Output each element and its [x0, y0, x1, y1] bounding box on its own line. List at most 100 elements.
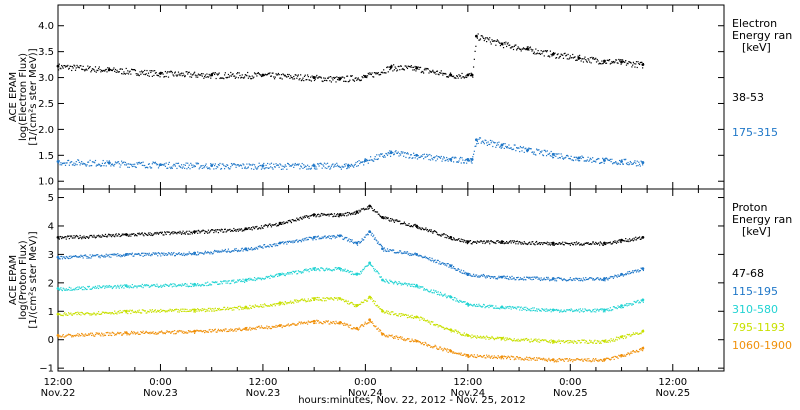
scatter-dot: [516, 306, 518, 308]
scatter-dot: [245, 249, 247, 252]
scatter-dot: [347, 239, 349, 241]
scatter-dot: [59, 288, 61, 290]
scatter-dot: [431, 231, 433, 233]
scatter-dot: [97, 67, 100, 70]
scatter-dot: [333, 77, 336, 79]
scatter-dot: [568, 339, 570, 342]
scatter-dot: [341, 213, 343, 215]
scatter-dot: [87, 237, 90, 239]
scatter-dot: [242, 229, 244, 231]
scatter-dot: [638, 270, 641, 272]
scatter-dot: [197, 73, 200, 75]
scatter-dot: [619, 274, 621, 276]
scatter-dot: [456, 161, 458, 163]
scatter-dot: [107, 67, 109, 69]
scatter-dot: [460, 334, 462, 336]
scatter-dot: [326, 297, 329, 299]
scatter-dot: [383, 250, 385, 252]
scatter-dot: [589, 61, 591, 63]
scatter-dot: [628, 163, 631, 165]
scatter-dot: [374, 237, 376, 239]
scatter-dot: [260, 164, 262, 167]
scatter-dot: [413, 224, 415, 226]
scatter-dot: [346, 167, 348, 170]
scatter-dot: [381, 71, 383, 73]
scatter-dot: [535, 276, 538, 278]
scatter-dot: [267, 226, 269, 228]
scatter-dot: [233, 248, 236, 250]
scatter-dot: [470, 337, 472, 339]
scatter-dot: [514, 279, 516, 281]
scatter-dot: [61, 66, 64, 68]
scatter-dot: [329, 213, 331, 215]
scatter-dot: [371, 72, 373, 74]
scatter-dot: [605, 157, 608, 159]
scatter-dot: [417, 155, 419, 157]
scatter-dot: [348, 167, 350, 169]
scatter-dot: [522, 48, 524, 50]
scatter-dot: [536, 243, 538, 245]
scatter-dot: [58, 312, 60, 315]
scatter-dot: [149, 232, 151, 234]
scatter-dot: [445, 328, 447, 330]
scatter-dot: [395, 67, 397, 70]
scatter-dot: [409, 225, 412, 228]
scatter-dot: [128, 334, 130, 336]
scatter-dot: [193, 285, 195, 288]
scatter-dot: [443, 328, 445, 330]
scatter-dot: [444, 160, 446, 162]
scatter-dot: [430, 260, 432, 262]
scatter-dot: [127, 233, 129, 236]
scatter-dot: [243, 76, 246, 78]
scatter-dot: [425, 289, 427, 291]
scatter-dot: [628, 164, 630, 166]
scatter-dot: [202, 252, 204, 255]
scatter-dot: [300, 298, 303, 301]
scatter-dot: [396, 251, 399, 253]
scatter-dot: [510, 278, 512, 280]
scatter-dot: [549, 155, 552, 157]
scatter-dot: [622, 163, 624, 165]
scatter-dot: [488, 275, 490, 277]
scatter-dot: [417, 226, 419, 228]
scatter-dot: [431, 292, 433, 294]
scatter-dot: [586, 61, 588, 63]
scatter-dot: [427, 230, 429, 233]
scatter-dot: [595, 159, 598, 161]
scatter-dot: [566, 154, 568, 157]
scatter-dot: [220, 251, 222, 253]
scatter-dot: [83, 289, 85, 291]
scatter-dot: [248, 248, 250, 250]
scatter-dot: [474, 241, 476, 243]
scatter-dot: [459, 75, 461, 77]
scatter-dot: [339, 215, 341, 217]
scatter-dot: [357, 240, 359, 243]
scatter-dot: [472, 273, 475, 275]
scatter-dot: [142, 161, 144, 163]
scatter-dot: [133, 331, 135, 333]
scatter-dot: [392, 152, 394, 154]
scatter-dot: [615, 275, 618, 277]
scatter-dot: [566, 58, 568, 60]
scatter-dot: [509, 147, 511, 149]
scatter-dot: [184, 232, 186, 234]
scatter-dot: [215, 167, 217, 170]
scatter-dot: [88, 285, 90, 288]
scatter-dot: [107, 286, 110, 288]
scatter-dot: [629, 272, 631, 275]
scatter-dot: [276, 273, 278, 275]
scatter-dot: [328, 76, 330, 78]
scatter-dot: [83, 255, 85, 257]
scatter-dot: [416, 226, 418, 229]
scatter-dot: [612, 340, 614, 342]
scatter-dot: [552, 279, 554, 281]
scatter-dot: [340, 213, 342, 215]
scatter-dot: [127, 285, 130, 287]
scatter-dot: [621, 238, 623, 241]
scatter-dot: [387, 250, 389, 252]
scatter-dot: [93, 161, 95, 163]
scatter-dot: [427, 257, 429, 260]
scatter-dot: [229, 307, 231, 309]
scatter-dot: [349, 271, 351, 273]
scatter-dot: [135, 332, 137, 334]
